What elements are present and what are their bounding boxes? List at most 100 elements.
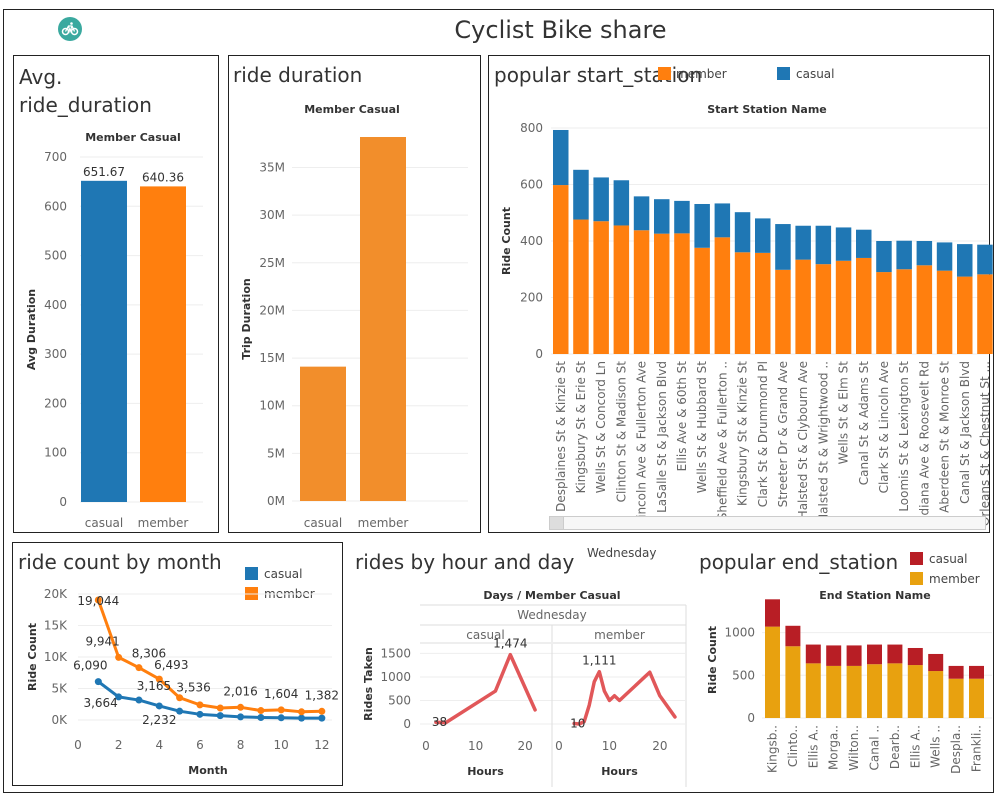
data-label: 38: [432, 715, 447, 729]
x-tick-label: Kingsbury St & Erie St: [574, 361, 588, 494]
x-tick-label: Canal St & Adams St: [857, 361, 871, 485]
x-tick-label: Ellis A..: [806, 725, 820, 768]
x-tick-label: Dearb..: [888, 725, 902, 769]
bar-casual: [633, 196, 650, 231]
bar-member: [826, 665, 842, 718]
bar-casual: [805, 644, 821, 664]
x-tick-label: Orleans St & Chestnut St ...: [978, 361, 992, 526]
bar-member: [887, 663, 903, 718]
y-tick-label: 100: [44, 446, 67, 460]
legend-swatch-casual: [245, 567, 258, 580]
y-tick-label: 5K: [51, 682, 68, 696]
legend-swatch-casual: [777, 67, 790, 80]
point-casual: [277, 714, 285, 722]
start-station-chart: member casual Start Station Name 0 200 400 600…: [500, 67, 993, 527]
x-tick-label: 0: [74, 738, 82, 752]
legend-label-member: member: [676, 67, 727, 81]
y-tick-label: 20K: [44, 587, 68, 601]
bar-member: [846, 665, 862, 718]
dashboard-title: Cyclist Bike share: [454, 16, 667, 44]
start-station-scrollbar[interactable]: [549, 516, 986, 530]
bar-member: [977, 274, 993, 354]
x-axis-title: Hours: [467, 765, 504, 778]
x-tick-label: Morga..: [827, 725, 841, 770]
x-tick-label: member: [358, 516, 409, 530]
y-tick-label: 1000: [724, 626, 755, 640]
x-tick-label: Wells St & Concord Ln: [594, 361, 608, 493]
point-member: [257, 707, 265, 715]
value-label: 651.67: [83, 165, 125, 179]
y-tick-label: 10K: [44, 650, 68, 664]
y-tick-label: 0M: [267, 494, 285, 508]
point-member: [318, 707, 326, 715]
data-label: 1,604: [264, 687, 298, 701]
bar-member: [140, 186, 186, 503]
x-tick-label: 0: [422, 739, 430, 753]
data-label: 3,664: [83, 696, 117, 710]
x-tick-label: Loomis St & Lexington St: [897, 361, 911, 512]
month-panel: [12, 542, 343, 786]
bar-casual: [785, 625, 801, 647]
point-member: [237, 703, 245, 711]
y-tick-label: 15K: [44, 619, 68, 633]
data-label: 19,044: [77, 594, 119, 608]
y-tick-label: 0: [59, 495, 67, 509]
point-casual: [216, 712, 224, 720]
data-label: 6,090: [73, 659, 107, 673]
scrollbar-thumb[interactable]: [550, 517, 564, 529]
x-tick-label: 20: [518, 739, 533, 753]
y-tick-label: 500: [732, 668, 755, 682]
y-tick-label: 400: [44, 298, 67, 312]
y-tick-label: 25M: [259, 256, 285, 270]
point-member: [298, 708, 306, 716]
data-label: 1,111: [582, 654, 616, 668]
day-filter-label[interactable]: Wednesday: [587, 546, 657, 560]
data-label: 2,016: [223, 684, 257, 698]
point-casual: [298, 714, 306, 722]
x-tick-label: Ellis A..: [908, 725, 922, 768]
x-tick-label: 4: [155, 738, 163, 752]
bar-member: [633, 230, 650, 354]
y-tick-label: 0: [403, 717, 411, 731]
x-tick-label: Clark St & Lincoln Ave: [877, 361, 891, 493]
y-tick-label: 700: [44, 150, 67, 164]
bar-member: [916, 265, 933, 354]
x-tick-label: Kingsb..: [766, 725, 780, 773]
y-tick-label: 200: [44, 396, 67, 410]
pane-header-member: member: [594, 628, 645, 642]
legend-label-casual: casual: [264, 567, 303, 581]
bar-member: [573, 219, 589, 354]
x-tick-label: 0: [555, 739, 563, 753]
hour-day-chart: Days / Member CasualWednesday05001000150…: [362, 589, 687, 787]
chart-header: Member Casual: [304, 103, 400, 116]
legend-label-member: member: [929, 572, 980, 586]
bar-casual: [846, 645, 862, 666]
bar-member: [896, 269, 912, 354]
x-tick-label: Sheffield Ave & Fullerton ..: [715, 361, 729, 520]
bar-member: [867, 664, 882, 718]
x-tick-label: Wells St & Elm St: [837, 361, 851, 465]
y-tick-label: 500: [44, 249, 67, 263]
bar-member: [805, 663, 821, 718]
data-label: 1,474: [493, 637, 527, 651]
bar-casual: [694, 203, 710, 248]
chart-subheader: Wednesday: [517, 608, 586, 622]
point-member: [196, 701, 204, 709]
bar-member: [948, 678, 964, 718]
x-tick-label: Wells ..: [929, 725, 943, 768]
bar-member: [795, 259, 811, 354]
bar-member: [936, 270, 953, 354]
bar-casual: [674, 200, 690, 234]
y-tick-label: 1000: [380, 670, 411, 684]
bar-casual: [795, 225, 811, 260]
x-tick-label: Aberdeen St & Monroe St: [938, 361, 952, 513]
x-tick-label: Halsted St & Wrightwood ..: [816, 361, 830, 523]
legend-label-casual: casual: [796, 67, 835, 81]
x-tick-label: Despla..: [949, 725, 963, 774]
bar-casual: [835, 227, 852, 261]
bar-casual: [765, 599, 780, 627]
y-tick-label: 400: [520, 234, 543, 248]
x-axis-title: Month: [188, 764, 227, 777]
data-label: 6,493: [154, 658, 188, 672]
point-member: [216, 704, 224, 712]
